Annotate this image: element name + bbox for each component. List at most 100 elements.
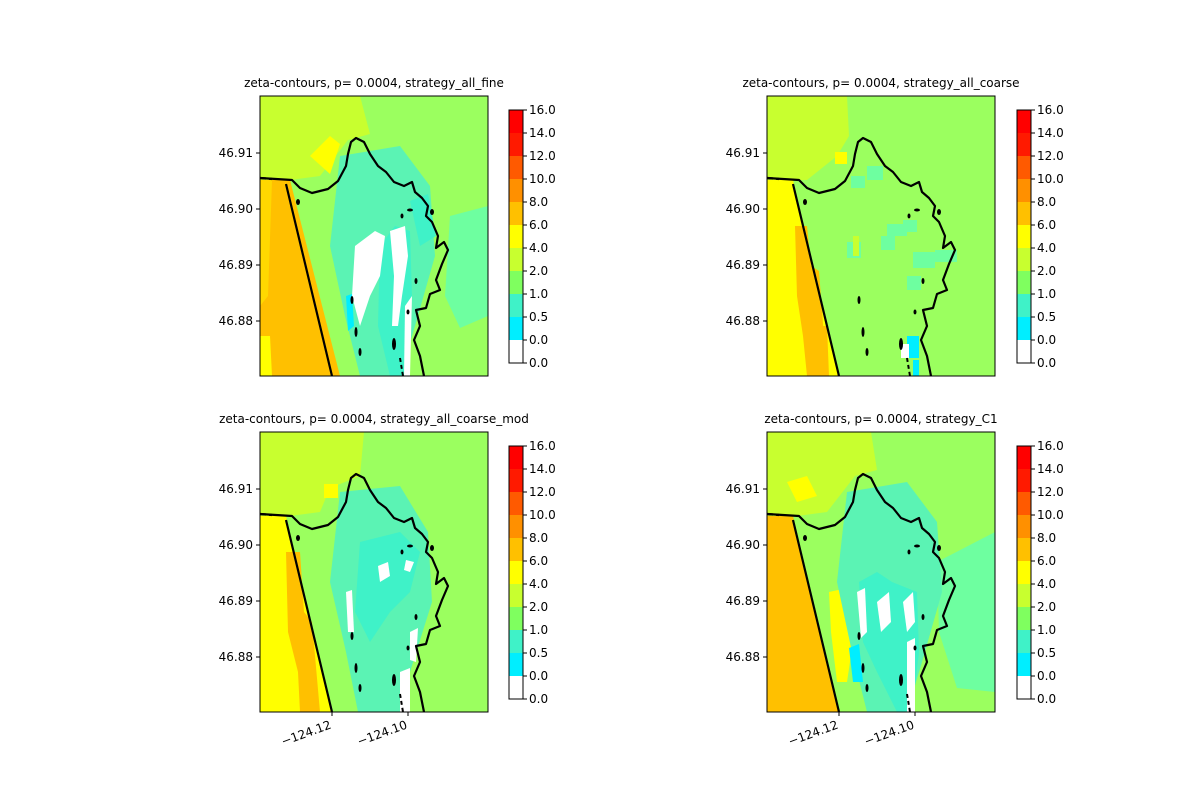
y-tick-label: 46.88 (726, 314, 760, 328)
colorbar-tick-label: 12.0 (529, 149, 556, 163)
colorbar-tick-label: 0.0 (529, 333, 548, 347)
colorbar-tick-label: 4.0 (1037, 577, 1056, 591)
y-tick-label: 46.90 (726, 538, 760, 552)
colorbar-band (1017, 294, 1031, 317)
colorbar-band (509, 294, 523, 317)
colorbar-band (509, 492, 523, 515)
colorbar-tick-label: 0.5 (1037, 646, 1056, 660)
panel-title: zeta-contours, p= 0.0004, strategy_all_c… (219, 412, 529, 426)
colorbar-tick-label: 1.0 (529, 623, 548, 637)
colorbar-tick-label: 16.0 (529, 439, 556, 453)
colorbar-band (1017, 492, 1031, 515)
colorbar-band (509, 317, 523, 340)
colorbar-tick-label: 1.0 (1037, 287, 1056, 301)
colorbar-band (1017, 271, 1031, 294)
y-tick-label: 46.90 (726, 202, 760, 216)
colorbar: 0.0 0.0 0.5 1.0 2.0 4.0 6.0 8.0 10.0 12.0 14.0 16.0 (508, 439, 556, 706)
colorbar-tick-label: 0.0 (529, 356, 548, 370)
colorbar: 0.0 0.0 0.5 1.0 2.0 4.0 6.0 8.0 10.0 12.0 14.0 16.0 (1016, 439, 1064, 706)
colorbar-tick-label: 6.0 (1037, 554, 1056, 568)
colorbar-band (509, 248, 523, 271)
panel-title: zeta-contours, p= 0.0004, strategy_all_c… (742, 76, 1019, 90)
y-tick-label: 46.88 (219, 314, 253, 328)
y-axis-ticks: 46.91 46.90 46.89 46.88 (726, 482, 767, 664)
colorbar-tick-label: 8.0 (1037, 195, 1056, 209)
colorbar-tick-label: 4.0 (529, 241, 548, 255)
colorbar-frame (508, 109, 524, 364)
colorbar-band (509, 225, 523, 248)
x-tick-label: −124.12 (786, 718, 840, 749)
colorbar-band (1017, 584, 1031, 607)
colorbar-band (1017, 248, 1031, 271)
y-tick-label: 46.91 (219, 146, 253, 160)
colorbar-tick-label: 2.0 (529, 600, 548, 614)
colorbar-tick-label: 14.0 (529, 462, 556, 476)
y-tick-label: 46.90 (219, 202, 253, 216)
colorbar: 0.0 0.0 0.5 1.0 2.0 4.0 6.0 8.0 10.0 12.0 14.0 16.0 (508, 103, 556, 370)
y-tick-label: 46.89 (726, 258, 760, 272)
colorbar-band (1017, 561, 1031, 584)
colorbar-band (509, 584, 523, 607)
y-tick-label: 46.89 (219, 258, 253, 272)
colorbar-band (509, 515, 523, 538)
colorbar-tick-label: 6.0 (529, 218, 548, 232)
y-tick-label: 46.88 (219, 650, 253, 664)
colorbar-tick-label: 6.0 (529, 554, 548, 568)
colorbar-tick-label: 16.0 (1037, 439, 1064, 453)
colorbar-tick-label: 0.0 (1037, 333, 1056, 347)
x-tick-label: −124.10 (355, 718, 409, 749)
colorbar-tick-label: 6.0 (1037, 218, 1056, 232)
colorbar-tick-label: 12.0 (1037, 149, 1064, 163)
colorbar-tick-label: 0.0 (1037, 356, 1056, 370)
colorbar-frame (508, 445, 524, 700)
colorbar-tick-label: 2.0 (1037, 264, 1056, 278)
colorbar-band (1017, 202, 1031, 225)
colorbar-tick-label: 12.0 (1037, 485, 1064, 499)
colorbar-band (509, 340, 523, 363)
panel-strategy-c1: zeta-contours, p= 0.0004, strategy_C1 (726, 412, 998, 749)
panel-strategy-all-coarse: zeta-contours, p= 0.0004, strategy_all_c… (726, 76, 1020, 377)
colorbar-band (1017, 607, 1031, 630)
colorbar-tick-label: 14.0 (1037, 462, 1064, 476)
colorbar-band (1017, 446, 1031, 469)
y-tick-label: 46.88 (726, 650, 760, 664)
colorbar-tick-label: 14.0 (529, 126, 556, 140)
colorbar-band (1017, 225, 1031, 248)
colorbar-band (509, 156, 523, 179)
colorbar-band (1017, 133, 1031, 156)
colorbar-band (509, 676, 523, 699)
colorbar-tick-label: 4.0 (1037, 241, 1056, 255)
y-axis-ticks: 46.91 46.90 46.89 46.88 (726, 146, 767, 328)
colorbar-band (1017, 317, 1031, 340)
colorbar-tick-label: 10.0 (1037, 172, 1064, 186)
colorbar-band (1017, 515, 1031, 538)
colorbar-tick-label: 8.0 (1037, 531, 1056, 545)
colorbar-tick-label: 12.0 (529, 485, 556, 499)
panel-strategy-all-coarse-mod: zeta-contours, p= 0.0004, strategy_all_c… (219, 412, 529, 749)
colorbar-tick-label: 1.0 (1037, 623, 1056, 637)
colorbar-tick-label: 16.0 (529, 103, 556, 117)
colorbar-band (509, 446, 523, 469)
colorbar-band (509, 110, 523, 133)
y-tick-label: 46.89 (219, 594, 253, 608)
colorbar-band (1017, 156, 1031, 179)
colorbar-band (509, 653, 523, 676)
colorbar-tick-label: 10.0 (529, 172, 556, 186)
colorbar-band (1017, 340, 1031, 363)
y-tick-label: 46.91 (219, 482, 253, 496)
x-tick-label: −124.12 (279, 718, 333, 749)
x-axis-ticks: −124.12 −124.10 (786, 712, 916, 749)
colorbar-tick-label: 0.0 (1037, 692, 1056, 706)
colorbar-tick-label: 16.0 (1037, 103, 1064, 117)
colorbar-tick-label: 0.0 (529, 692, 548, 706)
colorbar-tick-label: 2.0 (1037, 600, 1056, 614)
colorbar-tick-label: 4.0 (529, 577, 548, 591)
colorbar-tick-label: 10.0 (1037, 508, 1064, 522)
colorbar-tick-label: 14.0 (1037, 126, 1064, 140)
colorbar-band (509, 179, 523, 202)
y-tick-label: 46.89 (726, 594, 760, 608)
x-tick-label: −124.10 (862, 718, 916, 749)
colorbar-band (1017, 179, 1031, 202)
colorbar-band (1017, 469, 1031, 492)
